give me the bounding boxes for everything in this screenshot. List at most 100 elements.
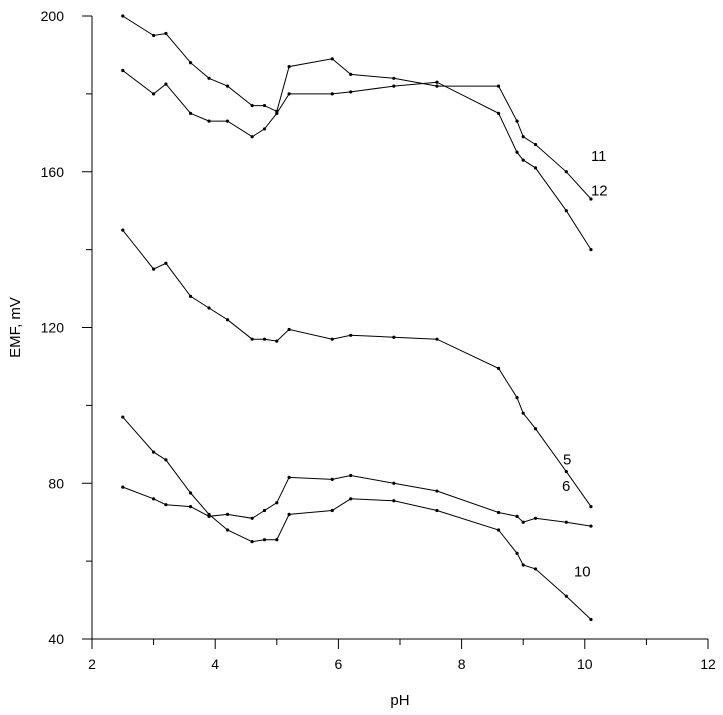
data-point [207, 76, 211, 80]
x-ticks: 2 4 6 8 10 12 [88, 639, 716, 672]
data-point [392, 84, 396, 88]
data-point [287, 92, 291, 96]
data-point [564, 209, 568, 213]
series-6 [121, 473, 593, 528]
data-point [521, 411, 525, 415]
data-point [533, 142, 538, 147]
series-label: 12 [591, 183, 608, 200]
data-point [349, 90, 353, 94]
data-point [287, 475, 291, 480]
data-point [589, 505, 593, 509]
data-point [564, 469, 568, 474]
series-labels: 11 12 5 6 10 [562, 148, 608, 581]
data-point [589, 524, 593, 528]
y-tick-label: 120 [41, 320, 65, 336]
data-point [152, 497, 156, 501]
data-point [392, 499, 396, 503]
series-10 [121, 415, 593, 622]
data-point [521, 135, 525, 139]
data-point [262, 538, 267, 542]
data-point [164, 261, 168, 265]
data-point [152, 450, 156, 454]
data-point [392, 76, 396, 80]
series-label: 11 [591, 148, 607, 165]
data-point [287, 327, 291, 332]
data-point [589, 197, 593, 201]
series-group [121, 14, 593, 622]
data-point [188, 491, 193, 495]
series-11 [121, 14, 593, 201]
data-point [564, 520, 568, 524]
data-point [152, 33, 156, 38]
data-point [533, 567, 538, 571]
data-point [330, 508, 334, 513]
data-point [287, 512, 291, 517]
data-point [435, 489, 439, 493]
data-point [349, 72, 353, 77]
series-line [122, 70, 592, 250]
data-point [121, 14, 125, 18]
series-line [122, 15, 592, 200]
data-point [121, 485, 125, 489]
data-point [435, 337, 439, 341]
data-point [164, 31, 168, 36]
data-point [521, 520, 525, 524]
data-point [262, 127, 267, 131]
data-point [349, 497, 353, 501]
data-point [564, 170, 568, 174]
data-point [188, 61, 193, 65]
data-point [589, 617, 593, 622]
x-tick-label: 10 [577, 656, 593, 672]
data-point [496, 528, 501, 532]
data-point [287, 65, 291, 69]
x-tick-label: 12 [700, 656, 716, 672]
y-tick-label: 200 [41, 8, 65, 24]
data-point [275, 339, 279, 343]
series-line [122, 474, 592, 527]
x-tick-label: 4 [211, 656, 219, 672]
data-point [225, 318, 230, 322]
data-point [250, 337, 254, 341]
series-label: 10 [574, 564, 591, 581]
data-point [496, 111, 501, 115]
data-point [349, 333, 353, 337]
data-point [275, 111, 279, 115]
data-point [589, 248, 593, 252]
data-point [152, 267, 156, 271]
data-point [188, 505, 193, 509]
data-point [330, 477, 334, 481]
x-tick-label: 6 [335, 656, 343, 672]
data-point [207, 306, 211, 310]
data-point [262, 103, 267, 108]
data-point [515, 551, 519, 555]
data-point [496, 366, 501, 370]
data-point [521, 158, 525, 162]
data-point [207, 119, 211, 123]
data-point [435, 80, 439, 84]
data-point [225, 528, 230, 532]
data-point [496, 510, 501, 515]
series-label: 6 [562, 478, 570, 495]
data-point [533, 516, 538, 520]
data-point [207, 512, 211, 517]
data-point [515, 150, 519, 154]
y-tick-label: 40 [48, 631, 64, 647]
x-tick-label: 8 [458, 656, 466, 672]
data-point [225, 119, 230, 123]
series-line [122, 229, 592, 507]
data-point [262, 337, 267, 341]
data-point [330, 92, 334, 96]
y-tick-label: 80 [48, 475, 64, 491]
axes [91, 16, 708, 640]
data-point [164, 503, 168, 507]
data-point [250, 135, 254, 139]
data-point [515, 395, 519, 400]
data-point [164, 82, 168, 86]
data-point [330, 337, 334, 341]
y-tick-label: 160 [41, 164, 65, 180]
data-point [515, 119, 519, 123]
data-point [121, 415, 125, 419]
data-point [521, 563, 525, 567]
data-point [225, 84, 230, 88]
